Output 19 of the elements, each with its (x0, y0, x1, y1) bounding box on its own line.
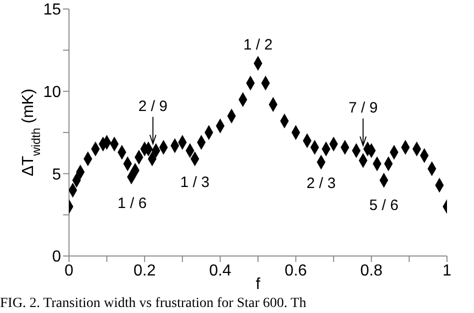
y-tick-label: 0 (52, 248, 62, 266)
annotation: 2 / 3 (306, 175, 336, 192)
y-tick-label: 15 (43, 2, 62, 19)
y-tick-label: 10 (43, 84, 62, 102)
annotation: 1 / 6 (118, 194, 147, 212)
annotation: 2 / 9 (138, 98, 168, 115)
y-tick-label: 5 (52, 166, 62, 184)
x-tick-label: 1 (442, 262, 452, 280)
annotation: 1 / 2 (243, 36, 273, 54)
annotation: 1 / 3 (180, 174, 210, 191)
caption: FIG. 2. Transition width vs frustration for Star 600. Th (0, 296, 306, 312)
annotation: 7 / 9 (348, 99, 378, 116)
x-axis-title: f (256, 276, 261, 293)
x-tick-label: 0 (64, 262, 74, 280)
annotation: 5 / 6 (369, 197, 398, 214)
x-tick-label: 0.2 (133, 262, 156, 280)
x-tick-label: 0.4 (209, 262, 232, 280)
x-tick-label: 0.6 (284, 262, 308, 280)
x-tick-label: 0.8 (360, 262, 383, 280)
